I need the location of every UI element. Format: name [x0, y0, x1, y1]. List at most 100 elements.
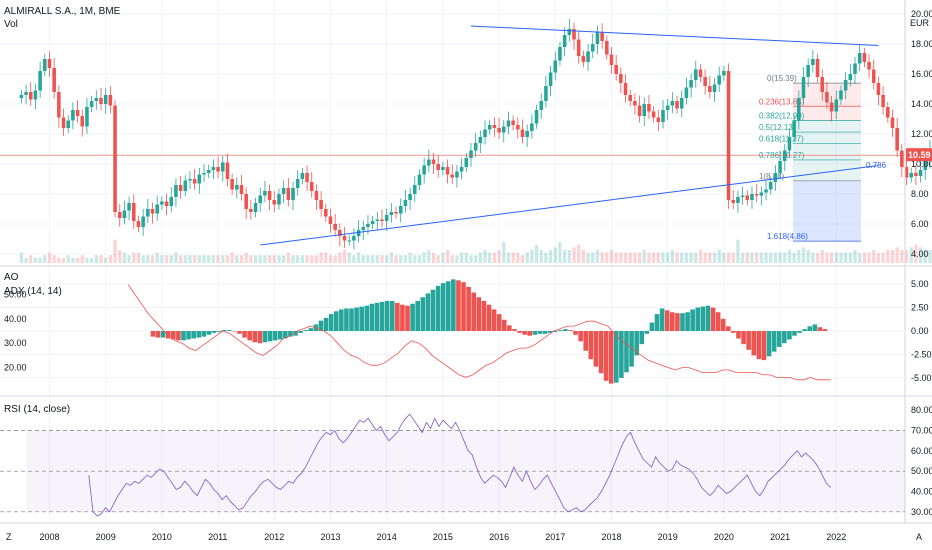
candle-body — [740, 195, 745, 197]
candle-body — [811, 59, 815, 65]
ao-bar — [761, 331, 767, 361]
volume-bar — [385, 255, 389, 263]
candle-body — [230, 179, 234, 190]
auto-scale-button[interactable]: A — [916, 532, 922, 542]
ao-bar — [522, 331, 527, 335]
ao-bar — [430, 289, 436, 331]
candle-body — [665, 105, 670, 110]
candle-body — [122, 210, 127, 218]
candle-body — [206, 170, 211, 173]
ao-bar — [644, 331, 650, 334]
ao-tick-label: 5.00 — [911, 279, 929, 289]
volume-bar — [230, 252, 234, 263]
fib-zone — [793, 143, 861, 160]
ao-bar — [568, 330, 573, 331]
candle-body — [356, 230, 361, 236]
volume-bar — [347, 252, 351, 263]
adx-polyline — [127, 284, 831, 381]
ao-bar — [593, 331, 599, 367]
rsi-tick-label: 80.00 — [911, 405, 932, 415]
adx-tick-label: 30.00 — [4, 338, 27, 348]
ao-bar — [221, 330, 227, 331]
candle-body — [923, 161, 928, 170]
volume-bar — [595, 250, 600, 263]
candle-body — [694, 69, 698, 80]
volume-bar — [834, 252, 838, 263]
ao-bar — [481, 300, 487, 331]
candle-body — [43, 59, 47, 71]
candle-body — [900, 150, 904, 167]
volume-bar — [853, 250, 857, 263]
volume-bar — [591, 252, 595, 263]
volume-bar — [511, 252, 515, 263]
volume-bar — [534, 244, 539, 263]
volume-bar — [806, 250, 810, 263]
price-grid — [0, 0, 905, 523]
time-tick-label: 2020 — [714, 532, 734, 542]
volume-bar — [698, 250, 703, 263]
volume-bar — [844, 252, 848, 263]
volume-bar — [258, 255, 262, 263]
rsi-grid — [0, 430, 905, 513]
time-tick-label: 2009 — [96, 532, 116, 542]
volume-bar — [792, 252, 796, 263]
ao-bar — [308, 328, 314, 331]
volume-bar — [305, 255, 309, 263]
candle-body — [441, 167, 445, 170]
volume-bar — [586, 252, 590, 263]
candle-body — [197, 174, 202, 184]
price-tick-label: 10.00 — [911, 159, 932, 169]
candle-body — [848, 74, 853, 80]
volume-bar — [783, 252, 787, 263]
candle-body — [342, 236, 347, 241]
ao-bar — [440, 283, 446, 331]
volume-bar — [118, 250, 122, 263]
candle-body — [455, 171, 459, 178]
zoom-button[interactable]: Z — [6, 532, 12, 542]
volume-bar — [708, 252, 712, 263]
ao-bar — [741, 331, 746, 345]
adx-tick-label: 40.00 — [4, 314, 27, 324]
volume-bar — [155, 252, 159, 263]
candle-body — [862, 53, 867, 62]
ao-bar — [374, 302, 380, 331]
volume-bar — [755, 252, 759, 263]
candle-body — [623, 83, 628, 95]
candle-body — [216, 167, 220, 172]
ao-bar — [685, 312, 690, 331]
fib-zone — [793, 159, 861, 181]
ao-bar — [461, 282, 466, 331]
candle-body — [792, 120, 796, 137]
rsi-tick-label: 40.00 — [911, 487, 932, 497]
fib-zone — [793, 132, 861, 144]
ao-bar — [328, 314, 334, 331]
candle-body — [160, 201, 164, 205]
volume-bar — [19, 252, 24, 263]
volume-bar — [300, 255, 305, 263]
volume-bar — [33, 257, 38, 263]
candle-body — [66, 120, 70, 128]
ao-bar — [619, 331, 624, 378]
ao-bar — [654, 314, 660, 331]
volume-bar — [778, 252, 782, 263]
ao-tick-label: -2.50 — [911, 349, 932, 359]
volume-bar — [689, 252, 693, 263]
ao-bar — [395, 302, 400, 331]
candle-body — [47, 59, 52, 68]
candle-body — [295, 179, 300, 188]
volume-bar — [928, 250, 932, 263]
ao-bar — [171, 331, 176, 340]
volume-bar — [113, 239, 117, 263]
volume-bar — [188, 255, 192, 263]
candle-body — [75, 110, 80, 116]
candle-body — [277, 194, 281, 205]
volume-bar — [492, 252, 497, 263]
volume-bar — [197, 255, 201, 263]
candle-body — [80, 116, 85, 127]
fib-level-label: 0.382(12.90) — [759, 112, 805, 121]
candle-body — [71, 110, 75, 121]
candle-body — [754, 194, 759, 196]
candle-body — [778, 161, 782, 173]
candle-body — [492, 125, 497, 128]
